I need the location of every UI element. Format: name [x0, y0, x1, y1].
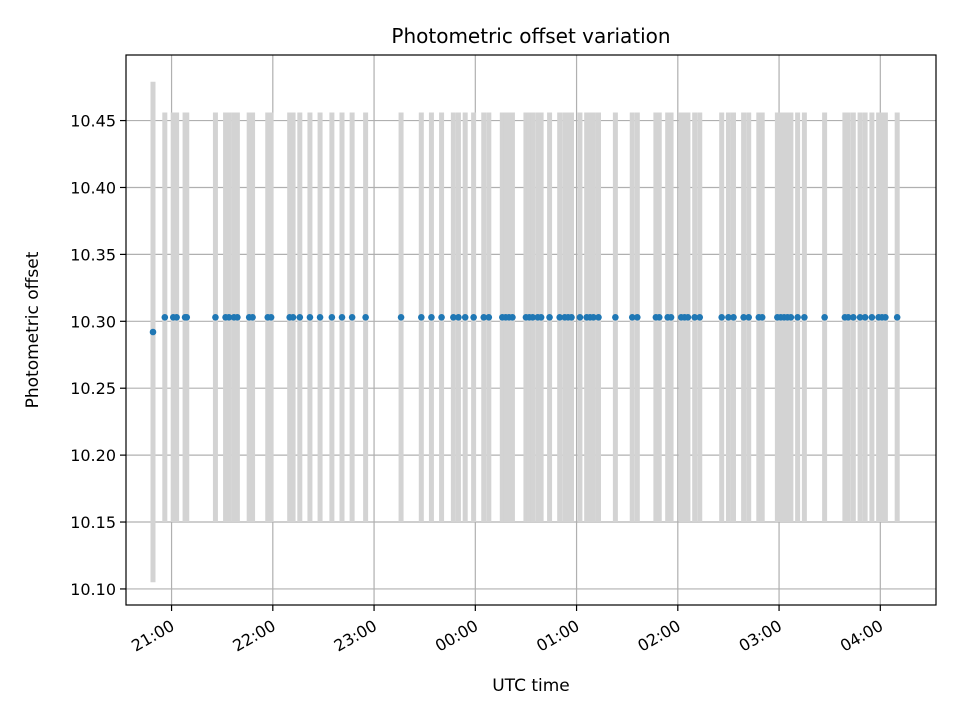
data-point	[856, 313, 864, 321]
x-tick-label: 22:00	[229, 616, 278, 656]
data-point	[225, 313, 233, 321]
y-ticks: 10.10 10.15 10.20 10.25 10.30 10.35 10.40 10.45	[70, 112, 126, 599]
y-tick-label: 10.20	[70, 446, 116, 465]
chart-title: Photometric offset variation	[391, 24, 670, 48]
data-point	[418, 313, 425, 321]
data-point	[537, 313, 545, 321]
data-point	[787, 313, 795, 321]
data-point	[758, 313, 766, 321]
data-point	[397, 313, 405, 321]
data-point	[850, 313, 857, 321]
data-point	[730, 313, 737, 321]
y-tick-label: 10.10	[70, 580, 116, 599]
data-points	[149, 313, 901, 336]
data-point	[328, 313, 336, 321]
y-tick-label: 10.45	[70, 112, 116, 131]
data-point	[529, 313, 536, 321]
x-tick-label: 03:00	[736, 616, 785, 656]
data-point	[480, 313, 488, 321]
data-point	[691, 313, 698, 321]
data-point	[556, 313, 563, 321]
data-point	[893, 313, 901, 321]
y-tick-label: 10.35	[70, 245, 116, 264]
data-point	[348, 313, 356, 321]
data-point	[234, 313, 241, 321]
y-tick-label: 10.15	[70, 513, 116, 532]
plot-frame	[125, 54, 937, 606]
data-point	[634, 313, 641, 321]
data-point	[455, 313, 462, 321]
data-point	[718, 313, 725, 321]
data-point	[173, 313, 180, 321]
data-point	[470, 313, 477, 321]
data-point	[316, 313, 324, 321]
y-tick-label: 10.25	[70, 379, 116, 398]
data-point	[684, 313, 692, 321]
data-point	[868, 313, 876, 321]
data-point	[296, 313, 304, 321]
x-tick-label: 00:00	[432, 616, 481, 656]
data-point	[568, 313, 575, 321]
data-point	[183, 313, 191, 321]
data-point	[161, 313, 169, 321]
data-point	[667, 313, 675, 321]
data-point	[438, 313, 445, 321]
y-tick-label: 10.40	[70, 178, 116, 197]
data-point	[821, 313, 828, 321]
data-point	[595, 313, 602, 321]
data-point	[844, 313, 852, 321]
data-point	[428, 313, 435, 321]
data-point	[740, 313, 747, 321]
x-tick-label: 01:00	[533, 616, 582, 656]
data-point	[696, 313, 704, 321]
x-ticks: 21:00 22:00 23:00 00:00 01:00 02:00 03:00 04:00	[128, 605, 886, 656]
data-point	[212, 313, 219, 321]
data-point	[794, 313, 801, 321]
y-axis-label: Photometric offset	[23, 251, 43, 408]
data-point	[338, 313, 346, 321]
data-point	[628, 313, 636, 321]
data-point	[450, 313, 457, 321]
y-tick-label: 10.30	[70, 312, 116, 331]
x-tick-label: 04:00	[837, 616, 886, 656]
data-point	[725, 313, 732, 321]
data-point	[801, 313, 808, 321]
data-point	[576, 313, 584, 321]
data-point	[612, 313, 619, 321]
data-point	[882, 313, 889, 321]
x-tick-label: 23:00	[331, 616, 380, 656]
x-tick-label: 02:00	[634, 616, 683, 656]
x-tick-label: 21:00	[128, 616, 177, 656]
data-point	[509, 313, 516, 321]
data-point	[485, 313, 493, 321]
data-point	[655, 313, 663, 321]
data-point	[590, 313, 597, 321]
data-point	[461, 313, 469, 321]
data-point	[267, 313, 275, 321]
data-point	[306, 313, 314, 321]
data-point	[249, 313, 256, 321]
data-point	[745, 313, 752, 321]
data-point	[289, 313, 297, 321]
data-point	[149, 328, 157, 336]
data-point	[861, 313, 869, 321]
data-point	[362, 313, 369, 321]
x-axis-label: UTC time	[492, 676, 570, 696]
data-point	[546, 313, 553, 321]
